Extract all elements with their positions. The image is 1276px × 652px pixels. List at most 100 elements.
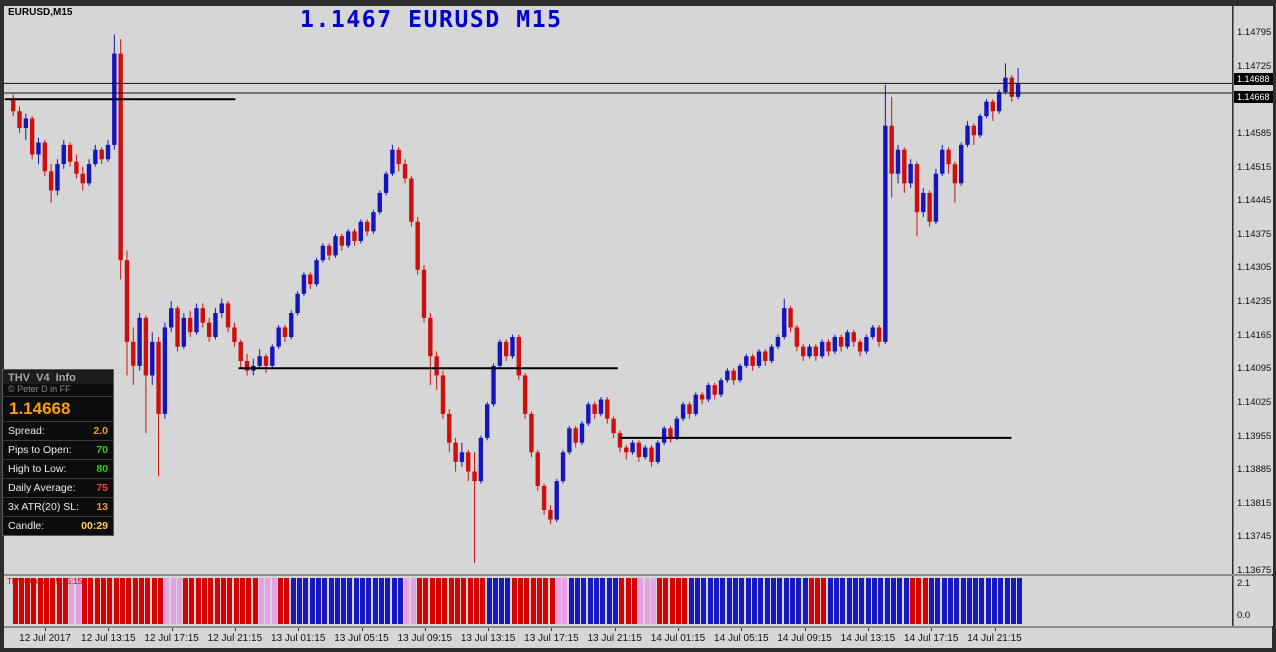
indicator-bar [992,578,998,624]
info-row-label: Spread: [8,425,45,437]
indicator-bar [638,578,644,624]
indicator-bar [63,578,69,624]
indicator-bar [164,578,170,624]
indicator-bar [296,578,302,624]
info-row-value: 13 [96,501,108,513]
indicator-bar [802,578,808,624]
indicator-bar [834,578,840,624]
indicator-bar [890,578,896,624]
info-row-value: 75 [96,482,108,494]
time-axis[interactable]: 12 Jul 2017 12 Jul 13:15 12 Jul 17:15 12 Ju… [4,628,1272,648]
price-axis-label: 1.14585 [1237,127,1272,139]
indicator-bar [50,578,56,624]
info-row-atr-sl: 3x ATR(20) SL: 13 [3,498,113,517]
price-axis-label: 1.14515 [1237,161,1272,173]
indicator-bar [859,578,865,624]
indicator-bar [126,578,132,624]
indicator-bar [745,578,751,624]
indicator-bar [416,578,422,624]
time-axis-tick [551,628,553,631]
indicator-bar [284,578,290,624]
indicator-bar [18,578,24,624]
coral-indicator-panel[interactable]: THV4 Coral 15 15:15 [4,576,1232,626]
indicator-bar [808,578,814,624]
chart-canvas[interactable] [4,6,1232,574]
price-axis-label: 1.14305 [1237,262,1272,274]
info-panel-credit: © Peter D in FF [3,384,113,397]
price-axis-label: 1.14025 [1237,396,1272,408]
indicator-bar [454,578,460,624]
price-axis-label: 1.13885 [1237,464,1272,476]
indicator-bar [252,578,258,624]
indicator-bar [277,578,283,624]
time-axis-tick [298,628,300,631]
indicator-bar [612,578,618,624]
indicator-bar [524,578,530,624]
time-axis-label: 12 Jul 17:15 [144,633,199,644]
indicator-bar [568,578,574,624]
indicator-bar [922,578,928,624]
indicator-bar [94,578,100,624]
indicator-bar [960,578,966,624]
time-axis-tick [994,628,996,631]
ask-price-tag: 1.14688 [1234,73,1273,86]
indicator-bar [537,578,543,624]
indicator-bar [720,578,726,624]
indicator-bar [764,578,770,624]
indicator-bar [941,578,947,624]
indicator-bar [549,578,555,624]
info-row-label: Pips to Open: [8,444,72,456]
indicator-bar [492,578,498,624]
indicator-bar [928,578,934,624]
info-row-pips-to-open: Pips to Open: 70 [3,441,113,460]
indicator-bar [157,578,163,624]
time-axis-tick [234,628,236,631]
indicator-bar [233,578,239,624]
indicator-bar [695,578,701,624]
indicator-bar [82,578,88,624]
subwindow-splitter[interactable] [4,626,1272,628]
indicator-bar [676,578,682,624]
time-axis-label: 14 Jul 13:15 [840,633,896,644]
subwindow-splitter[interactable] [4,574,1272,576]
price-axis[interactable]: 1.14688 1.14668 1.147951.147251.146551.1… [1233,6,1273,576]
indicator-bar [998,578,1004,624]
indicator-bar [701,578,707,624]
indicator-bar [448,578,454,624]
time-axis-label: 13 Jul 09:15 [397,633,453,644]
indicator-bar [442,578,448,624]
indicator-bar [202,578,208,624]
time-axis-label: 14 Jul 17:15 [903,633,959,644]
indicator-bar [688,578,694,624]
indicator-bar [119,578,125,624]
info-row-value: 2.0 [93,425,108,437]
time-axis-label: 13 Jul 21:15 [587,633,642,644]
indicator-bar [410,578,416,624]
indicator-bar [183,578,189,624]
indicator-bar [796,578,802,624]
indicator-bar [751,578,757,624]
indicator-bar [246,578,252,624]
price-axis-label: 1.14095 [1237,363,1272,375]
time-axis-tick [867,628,869,631]
indicator-bar [25,578,31,624]
indicator-bar [12,578,18,624]
indicator-bar [499,578,505,624]
price-axis-label: 1.14165 [1237,329,1272,341]
indicator-axis[interactable]: 2.1 0.0 [1233,576,1273,626]
indicator-bar [530,578,536,624]
price-axis-label: 1.14235 [1237,296,1272,307]
indicator-bar [315,578,321,624]
price-axis-label: 1.13815 [1237,497,1272,509]
indicator-bar [593,578,599,624]
indicator-bar [334,578,340,624]
time-axis-tick [171,628,173,631]
info-panel-price: 1.14668 [3,397,113,422]
indicator-bar [714,578,720,624]
indicator-bar [347,578,353,624]
indicator-bar [644,578,650,624]
price-axis-label: 1.14725 [1237,60,1272,72]
indicator-bar [37,578,43,624]
indicator-bar [846,578,852,624]
